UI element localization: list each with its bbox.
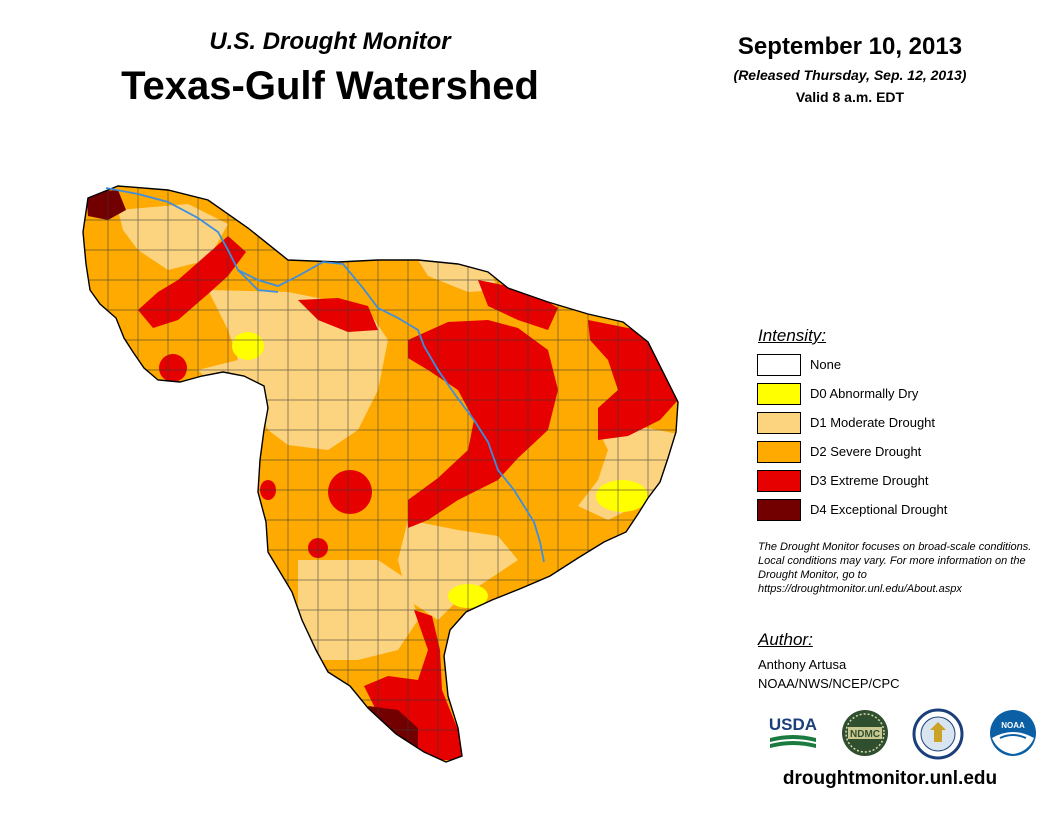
usda-logo-icon: USDA bbox=[769, 715, 817, 748]
author-org: NOAA/NWS/NCEP/CPC bbox=[758, 676, 900, 691]
noaa-logo-text: NOAA bbox=[1001, 721, 1025, 730]
map-title: Texas-Gulf Watershed bbox=[121, 64, 539, 108]
author-title: Author: bbox=[758, 630, 813, 649]
website-link[interactable]: droughtmonitor.unl.edu bbox=[782, 768, 998, 789]
ndmc-logo-text: NDMC bbox=[850, 729, 880, 740]
commerce-seal-icon bbox=[912, 708, 964, 760]
legend-label: D4 Exceptional Drought bbox=[810, 502, 948, 517]
legend-swatch bbox=[757, 383, 801, 405]
legend-label: D0 Abnormally Dry bbox=[810, 386, 919, 401]
noaa-logo-icon: NOAA bbox=[990, 710, 1036, 756]
map-date: September 10, 2013 bbox=[737, 33, 963, 60]
legend-swatch bbox=[757, 470, 801, 492]
legend-title: Intensity: bbox=[758, 326, 827, 345]
valid-time: Valid 8 a.m. EDT bbox=[795, 89, 905, 105]
map-subtitle: U.S. Drought Monitor bbox=[209, 28, 451, 55]
legend-swatch bbox=[757, 441, 801, 463]
ndmc-logo-icon: NDMC bbox=[842, 710, 888, 756]
usda-logo-text: USDA bbox=[769, 715, 817, 734]
author-name: Anthony Artusa bbox=[758, 657, 847, 672]
legend-label: D3 Extreme Drought bbox=[810, 473, 929, 488]
release-date: (Released Thursday, Sep. 12, 2013) bbox=[733, 67, 967, 83]
legend-swatch bbox=[757, 354, 801, 376]
legend-swatch bbox=[757, 499, 801, 521]
drought-areas bbox=[83, 186, 678, 762]
drought-monitor-note: The Drought Monitor focuses on broad-sca… bbox=[758, 541, 1032, 595]
legend-label: D1 Moderate Drought bbox=[810, 415, 936, 430]
legend-label: D2 Severe Drought bbox=[810, 444, 922, 459]
legend-label: None bbox=[810, 357, 842, 372]
legend-swatch bbox=[757, 412, 801, 434]
river-lines bbox=[105, 187, 545, 563]
drought-map bbox=[82, 185, 679, 763]
